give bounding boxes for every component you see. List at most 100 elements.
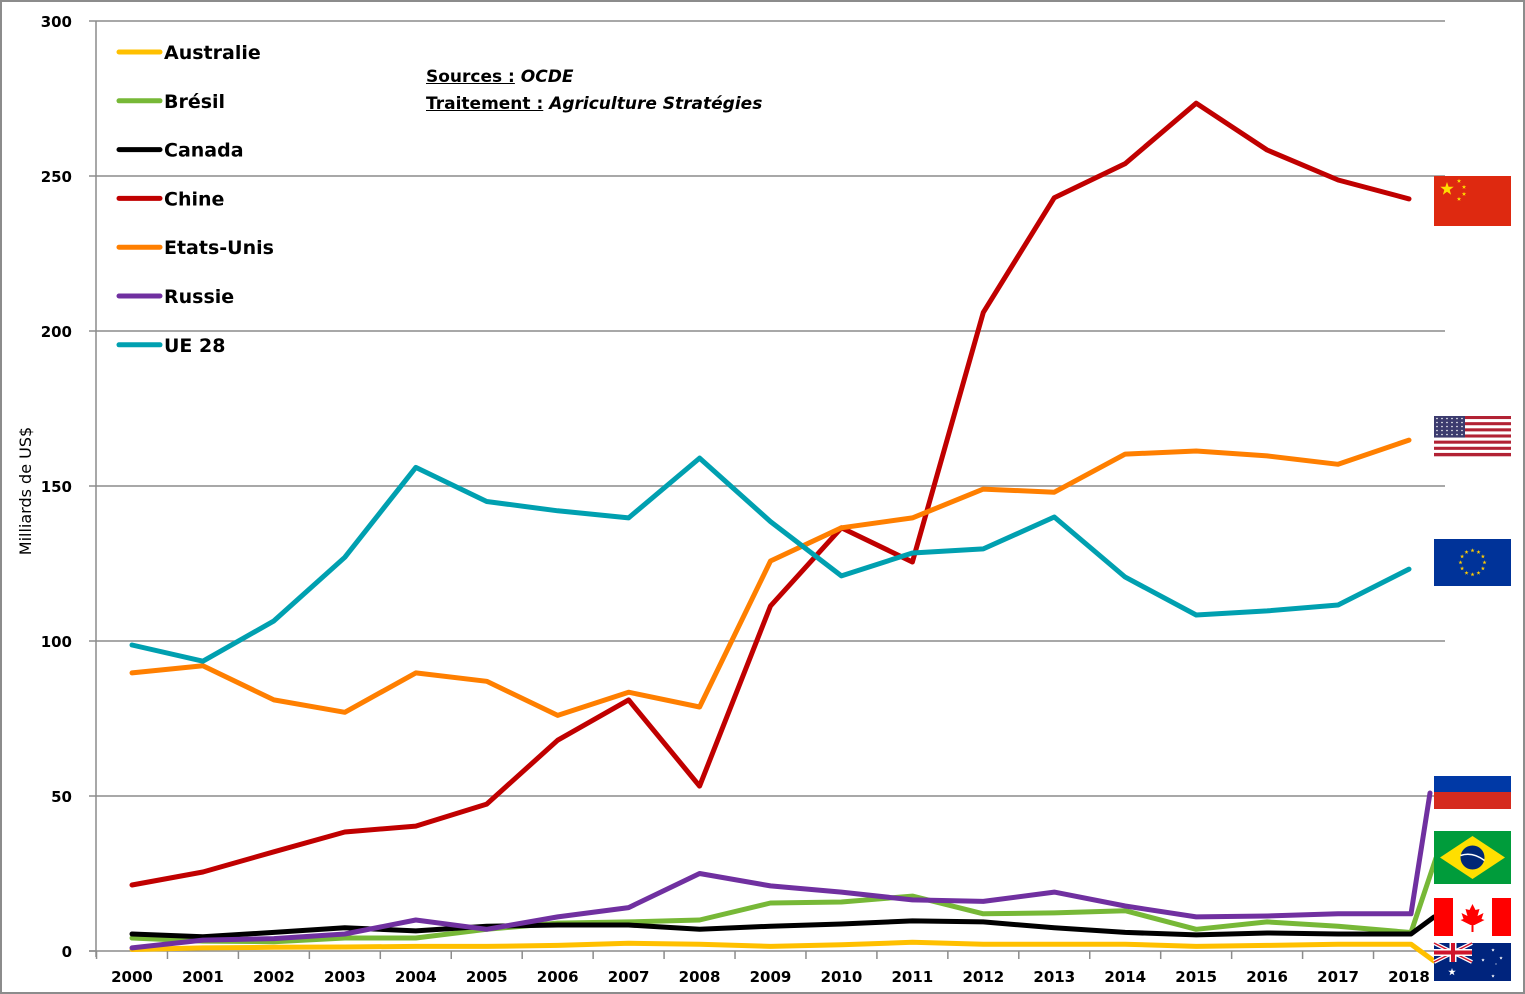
legend-item: Australie [116,42,261,64]
treatment-note: Traitement : Agriculture Stratégies [426,94,762,114]
data-point [200,659,205,664]
data-point [484,679,489,684]
data-point [1336,462,1341,467]
data-point [1052,490,1057,495]
data-point [626,941,631,946]
data-point [697,871,702,876]
data-point [1052,195,1057,200]
data-point [839,573,844,578]
legend-item: Chine [116,188,224,210]
data-point [130,882,135,887]
data-point [626,515,631,520]
data-point [768,883,773,888]
axes [89,20,1446,959]
data-point [484,944,489,949]
data-point [555,922,560,927]
data-point [626,905,631,910]
sources-value: OCDE [520,67,574,87]
y-tick-label: 300 [41,13,72,31]
legend-item: Russie [116,286,234,308]
brazil-flag-icon [1434,831,1511,884]
data-point [910,940,915,945]
data-point [1265,931,1270,936]
data-point [910,897,915,902]
data-point [981,310,986,315]
x-tick-label: 2018 [1388,968,1430,986]
data-point [271,849,276,854]
data-point [413,918,418,923]
data-point [1123,575,1128,580]
x-tick-label: 2010 [821,968,863,986]
data-point [1052,890,1057,895]
data-point [342,710,347,715]
country-flags [1433,176,1511,981]
data-point [981,487,986,492]
legend-label: Brésil [164,91,225,113]
data-point [1407,567,1412,572]
data-point [271,930,276,935]
data-point [342,944,347,949]
data-point [697,705,702,710]
x-tick-label: 2004 [395,968,437,986]
x-tick-label: 2008 [679,968,721,986]
data-point [910,918,915,923]
australia-flag-icon [1433,941,1511,981]
data-point [1194,448,1199,453]
data-point [413,935,418,940]
data-point [342,829,347,834]
data-point [342,925,347,930]
data-point [1265,147,1270,152]
data-point [1194,944,1199,949]
data-point [626,690,631,695]
data-point [981,919,986,924]
series-lines [129,100,1439,964]
data-point [1407,196,1412,201]
data-point [1194,612,1199,617]
data-point [1336,931,1341,936]
legend-label: UE 28 [164,335,225,357]
data-point [1407,942,1412,947]
russia-flag-icon [1434,775,1511,809]
x-tick-label: 2003 [324,968,366,986]
data-point [768,519,773,524]
x-tick-label: 2014 [1104,968,1146,986]
data-point [1123,904,1128,909]
data-point [1336,603,1341,608]
data-point [413,670,418,675]
data-point [1052,925,1057,930]
series-line-russie [129,790,1433,951]
y-axis-title: Milliards de US$ [16,427,35,555]
legend-item: Canada [116,140,244,162]
data-point [271,618,276,623]
data-point [1052,515,1057,520]
data-point [484,927,489,932]
data-point [697,784,702,789]
treatment-label: Traitement : [426,94,544,114]
x-tick-label: 2000 [111,968,153,986]
data-point [1407,438,1412,443]
usa-flag-icon [1434,416,1511,457]
legend-item: Etats-Unis [116,237,274,259]
data-point [413,944,418,949]
data-point [1052,910,1057,915]
data-point [1123,930,1128,935]
data-point [981,546,986,551]
series-line-chine [129,100,1412,888]
data-point [697,927,702,932]
data-point [555,943,560,948]
data-point [768,603,773,608]
data-point [130,945,135,950]
y-tick-label: 0 [62,943,72,961]
data-point [768,559,773,564]
data-point [839,922,844,927]
data-point [1123,942,1128,947]
data-point [697,456,702,461]
sources-note: Sources : OCDE [426,67,573,87]
x-tick-label: 2013 [1033,968,1075,986]
data-point [1265,913,1270,918]
x-tick-label: 2016 [1246,968,1288,986]
data-point [981,899,986,904]
data-point [130,643,135,648]
